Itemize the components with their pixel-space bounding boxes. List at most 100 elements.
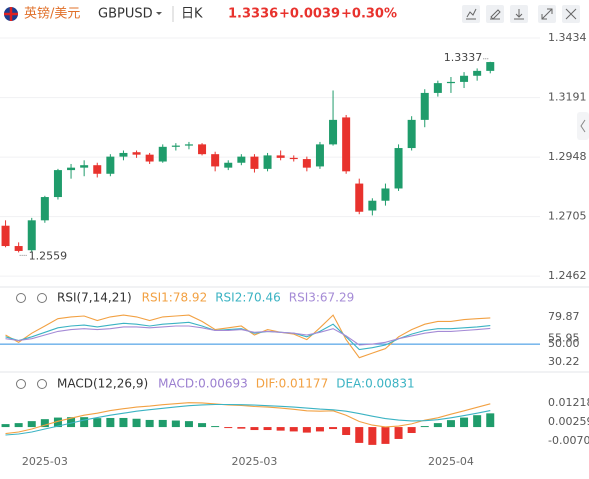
y-tick-label: 1.3434 <box>548 31 587 44</box>
y-tick-label: 30.22 <box>548 355 580 368</box>
line-series <box>5 314 491 359</box>
legend-entry: RSI3:67.29 <box>289 291 355 305</box>
candle-body <box>14 246 23 251</box>
legend-entry: DIF:0.01177 <box>256 377 328 391</box>
histogram-bar <box>368 427 377 445</box>
y-tick-label: 0.01218 <box>548 396 589 409</box>
histogram-bar <box>289 427 298 432</box>
candle-body <box>342 117 351 172</box>
histogram-bar <box>237 427 246 429</box>
histogram-bar <box>211 426 220 428</box>
candle-body <box>158 146 167 162</box>
flag-cross <box>4 7 18 21</box>
histogram-bar <box>250 427 259 431</box>
histogram-bar <box>40 419 49 428</box>
candle-body <box>433 83 442 93</box>
y-tick-label: 0.00259 <box>548 415 589 428</box>
histogram-bar <box>302 427 311 433</box>
histogram-bar <box>14 423 23 428</box>
symbol[interactable]: GBPUSD <box>98 7 153 22</box>
histogram-bar <box>315 427 324 432</box>
dropdown-arrow[interactable] <box>156 12 162 15</box>
legend-entry: RSI1:78.92 <box>142 291 208 305</box>
tool-icon <box>541 8 553 20</box>
histogram-bar <box>106 417 115 428</box>
histogram-bar <box>198 423 207 428</box>
y-tick-label: 55.95 <box>548 332 580 345</box>
histogram-bar <box>93 418 102 428</box>
histogram-bar <box>1 424 10 428</box>
candle-body <box>40 197 49 221</box>
indicator-title: MACD(12,26,9) <box>57 377 148 391</box>
candle-body <box>276 155 285 158</box>
candle-body <box>171 145 180 147</box>
histogram-bar <box>355 427 364 443</box>
candle-body <box>420 92 429 120</box>
last-price: 1.3336 <box>228 7 278 22</box>
candle-body <box>119 152 128 157</box>
x-tick-label: 2025-04 <box>428 455 474 468</box>
line-series <box>5 325 491 346</box>
y-tick-label: 50.00 <box>548 337 580 350</box>
settings-icon[interactable] <box>37 293 47 303</box>
visibility-icon[interactable] <box>16 293 26 303</box>
candle-body <box>80 165 89 168</box>
y-tick-label: 1.2705 <box>548 210 587 223</box>
side-toggle[interactable] <box>577 112 589 140</box>
x-tick-label: 2025-03 <box>22 455 68 468</box>
y-tick-label: 1.3191 <box>548 91 587 104</box>
y-tick-label: 79.87 <box>548 310 580 323</box>
candle-body <box>394 148 403 189</box>
histogram-bar <box>53 417 62 428</box>
histogram-bar <box>263 427 272 431</box>
change: +0.0039 <box>279 7 340 22</box>
candle-body <box>486 62 495 71</box>
line-series <box>5 403 491 436</box>
legend-entry: MACD:0.00693 <box>158 377 248 391</box>
candle-body <box>224 162 233 168</box>
candle-body <box>53 170 62 198</box>
histogram-bar <box>27 421 36 428</box>
candle-body <box>93 165 102 174</box>
candle-body <box>446 81 455 84</box>
candle-body <box>355 183 364 212</box>
candle-body <box>460 75 469 82</box>
histogram-bar <box>184 421 193 428</box>
tool-icon <box>514 9 524 20</box>
legend-entry: DEA:0.00831 <box>336 377 415 391</box>
candle-body <box>381 188 390 201</box>
candle-body <box>27 220 36 251</box>
settings-icon[interactable] <box>37 379 47 389</box>
min-label: 1.2559 <box>29 249 68 262</box>
max-label: 1.3337 <box>444 51 483 64</box>
candle-body <box>263 155 272 169</box>
candle-body <box>237 156 246 163</box>
tool-button[interactable] <box>486 5 504 23</box>
tool-button[interactable] <box>462 5 480 23</box>
histogram-bar <box>394 427 403 439</box>
y-tick-label: 1.2948 <box>548 150 587 163</box>
histogram-bar <box>329 427 338 430</box>
histogram-bar <box>171 420 180 428</box>
histogram-bar <box>446 420 455 428</box>
histogram-bar <box>119 417 128 428</box>
visibility-icon[interactable] <box>16 379 26 389</box>
side-toggle-icon <box>580 119 586 133</box>
tool-icon <box>565 8 577 20</box>
y-tick-label: 1.2462 <box>548 269 587 282</box>
histogram-bar <box>132 418 141 428</box>
candle-body <box>106 156 115 174</box>
histogram-bar <box>420 426 429 428</box>
histogram-bar <box>224 427 233 429</box>
candle-body <box>315 144 324 167</box>
symbol-name: 英镑/美元 <box>24 6 80 22</box>
candle-body <box>329 119 338 145</box>
line-series <box>5 402 491 435</box>
candle-body <box>473 70 482 76</box>
candle-body <box>211 154 220 167</box>
candle-body <box>1 225 10 247</box>
y-tick-label: -0.00701 <box>548 434 589 447</box>
interval[interactable]: 日K <box>181 7 203 22</box>
tool-icon <box>490 9 501 20</box>
